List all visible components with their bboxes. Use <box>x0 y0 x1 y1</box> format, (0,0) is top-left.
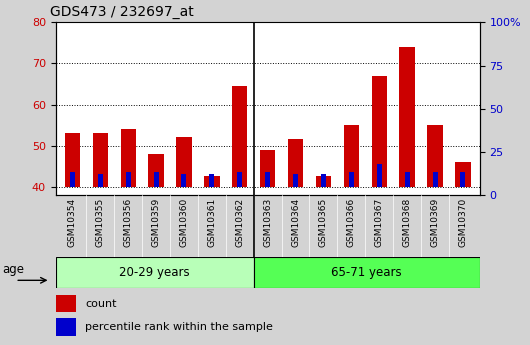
Text: GSM10354: GSM10354 <box>68 198 77 247</box>
Bar <box>56 295 76 313</box>
Bar <box>181 174 187 187</box>
Text: GSM10356: GSM10356 <box>123 198 132 247</box>
Bar <box>209 174 214 187</box>
Text: GSM10364: GSM10364 <box>291 198 300 247</box>
Bar <box>461 172 465 187</box>
Bar <box>349 172 354 187</box>
Bar <box>98 174 103 187</box>
Bar <box>204 176 219 187</box>
Bar <box>455 162 471 187</box>
Text: GSM10370: GSM10370 <box>458 198 467 247</box>
Bar <box>400 47 415 187</box>
Bar <box>316 176 331 187</box>
Text: GSM10355: GSM10355 <box>96 198 105 247</box>
Bar <box>404 172 410 187</box>
Text: 65-71 years: 65-71 years <box>331 266 402 279</box>
Bar <box>260 150 275 187</box>
Text: percentile rank within the sample: percentile rank within the sample <box>85 322 273 332</box>
Bar <box>293 174 298 187</box>
Bar <box>120 129 136 187</box>
Bar <box>288 139 303 187</box>
Text: GSM10369: GSM10369 <box>430 198 439 247</box>
Bar <box>154 172 158 187</box>
Bar <box>126 172 131 187</box>
Bar <box>432 172 438 187</box>
Bar <box>148 154 164 187</box>
Text: 20-29 years: 20-29 years <box>119 266 190 279</box>
Bar <box>427 125 443 187</box>
Text: GSM10366: GSM10366 <box>347 198 356 247</box>
Text: GSM10360: GSM10360 <box>180 198 189 247</box>
Text: GSM10359: GSM10359 <box>152 198 161 247</box>
Bar <box>377 164 382 187</box>
Bar <box>56 318 76 336</box>
Bar <box>232 86 248 187</box>
Text: GDS473 / 232697_at: GDS473 / 232697_at <box>50 5 194 19</box>
Bar <box>265 172 270 187</box>
Text: GSM10361: GSM10361 <box>207 198 216 247</box>
Bar <box>253 257 480 288</box>
Text: age: age <box>3 263 25 276</box>
Bar <box>93 133 108 187</box>
Bar <box>56 257 253 288</box>
Bar <box>70 172 75 187</box>
Text: GSM10367: GSM10367 <box>375 198 384 247</box>
Bar <box>237 172 242 187</box>
Text: GSM10365: GSM10365 <box>319 198 328 247</box>
Text: GSM10368: GSM10368 <box>403 198 412 247</box>
Bar <box>372 76 387 187</box>
Text: count: count <box>85 299 117 309</box>
Text: GSM10363: GSM10363 <box>263 198 272 247</box>
Bar <box>343 125 359 187</box>
Text: GSM10362: GSM10362 <box>235 198 244 247</box>
Bar <box>65 133 80 187</box>
Bar <box>321 174 326 187</box>
Bar <box>176 137 192 187</box>
